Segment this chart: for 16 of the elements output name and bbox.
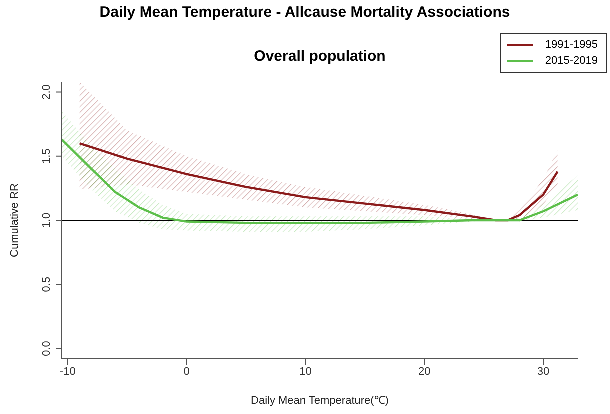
y-tick-label: 0.0 — [41, 341, 53, 356]
x-axis-title: Daily Mean Temperature(℃) — [251, 395, 389, 407]
y-axis-title: Cumulative RR — [8, 183, 21, 258]
x-tick-label: 10 — [300, 366, 312, 378]
x-tick-label: -10 — [60, 366, 76, 378]
y-tick-label: 1.0 — [41, 212, 53, 228]
legend-label: 1991-1995 — [545, 39, 598, 51]
y-tick-label: 0.5 — [41, 276, 53, 292]
legend-label: 2015-2019 — [545, 55, 598, 67]
y-tick-label: 1.5 — [41, 148, 53, 164]
y-tick-label: 2.0 — [41, 84, 53, 100]
x-tick-label: 20 — [418, 366, 431, 378]
x-tick-label: 30 — [537, 366, 550, 378]
chart-subtitle: Overall population — [254, 48, 386, 65]
x-tick-label: 0 — [184, 366, 190, 378]
chart-title: Daily Mean Temperature - Allcause Mortality Associations — [98, 4, 512, 21]
